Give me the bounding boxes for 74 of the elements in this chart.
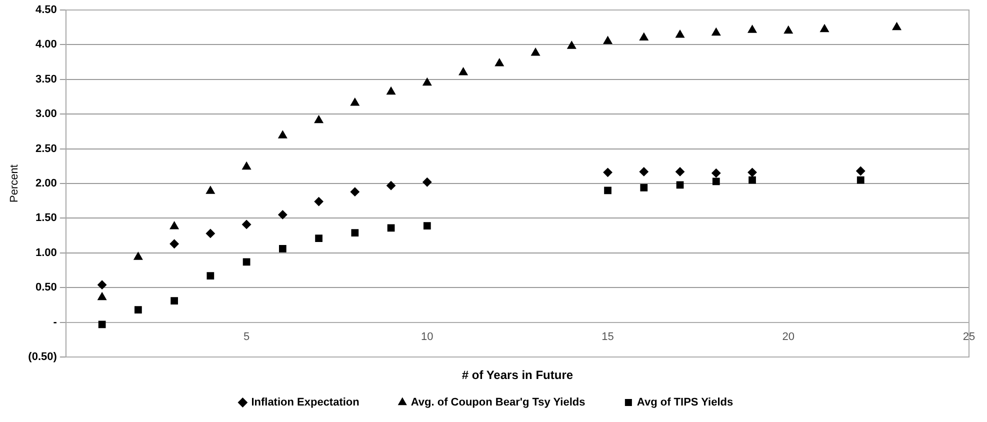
point	[639, 167, 648, 176]
point	[386, 86, 396, 95]
point	[712, 178, 720, 186]
x-tick-label: 25	[962, 330, 976, 343]
point	[314, 115, 324, 124]
point	[278, 245, 286, 252]
x-tick-label: 5	[243, 330, 250, 343]
point	[98, 292, 106, 300]
point	[422, 178, 432, 187]
x-axis-title: # of Years in Future	[462, 368, 574, 382]
point	[350, 98, 360, 106]
point	[206, 228, 215, 238]
point	[892, 22, 902, 30]
point	[423, 222, 431, 230]
point	[712, 28, 721, 36]
point	[350, 187, 360, 196]
legend-label: Inflation Expectation	[251, 396, 360, 409]
point	[495, 58, 504, 66]
point	[603, 36, 612, 44]
y-tick-label: -	[53, 316, 58, 328]
point	[676, 181, 684, 189]
point	[315, 234, 322, 242]
point	[387, 224, 395, 232]
legend-label: Avg. of Coupon Bear'g Tsy Yields	[410, 396, 586, 409]
point	[98, 320, 106, 328]
x-tick-label: 20	[782, 330, 795, 343]
point	[242, 258, 250, 266]
point	[386, 181, 396, 190]
point	[242, 162, 251, 170]
point	[603, 168, 612, 177]
point	[784, 26, 793, 34]
point	[134, 306, 142, 314]
point	[278, 210, 288, 220]
point	[748, 25, 757, 33]
point	[748, 176, 756, 184]
point	[170, 239, 179, 248]
x-tick-label: 15	[602, 330, 614, 343]
x-tick-label: 10	[421, 330, 434, 343]
y-axis-title: Percent	[8, 164, 21, 202]
point	[820, 24, 829, 32]
point	[206, 186, 215, 194]
y-tick-label: 3.50	[36, 73, 57, 86]
y-tick-label: 2.00	[36, 178, 57, 190]
point	[676, 167, 685, 176]
point	[170, 222, 179, 230]
y-tick-label: 3.00	[36, 108, 57, 120]
point	[640, 32, 648, 41]
y-tick-label: 1.00	[36, 246, 57, 259]
point	[98, 280, 107, 290]
point	[676, 30, 684, 38]
point	[458, 67, 468, 76]
point	[531, 48, 540, 56]
y-tick-label: (0.50)	[28, 351, 58, 364]
point	[640, 184, 648, 192]
point	[856, 166, 866, 176]
point	[604, 186, 612, 194]
point	[748, 168, 757, 177]
point	[422, 78, 432, 86]
point	[567, 41, 576, 49]
point	[170, 297, 178, 304]
y-tick-label: 4.50	[36, 4, 57, 16]
point	[278, 130, 288, 138]
y-tick-label: 2.50	[36, 142, 57, 155]
legend-label: Avg of TIPS Yields	[636, 396, 734, 409]
y-tick-label: 4.00	[36, 38, 57, 51]
point	[712, 168, 721, 178]
point	[242, 220, 252, 229]
y-tick-label: 0.50	[36, 282, 57, 294]
point	[206, 272, 214, 280]
point	[351, 229, 359, 236]
point	[314, 197, 324, 206]
y-tick-label: 1.50	[36, 212, 57, 224]
point	[134, 252, 143, 260]
point	[856, 176, 864, 184]
